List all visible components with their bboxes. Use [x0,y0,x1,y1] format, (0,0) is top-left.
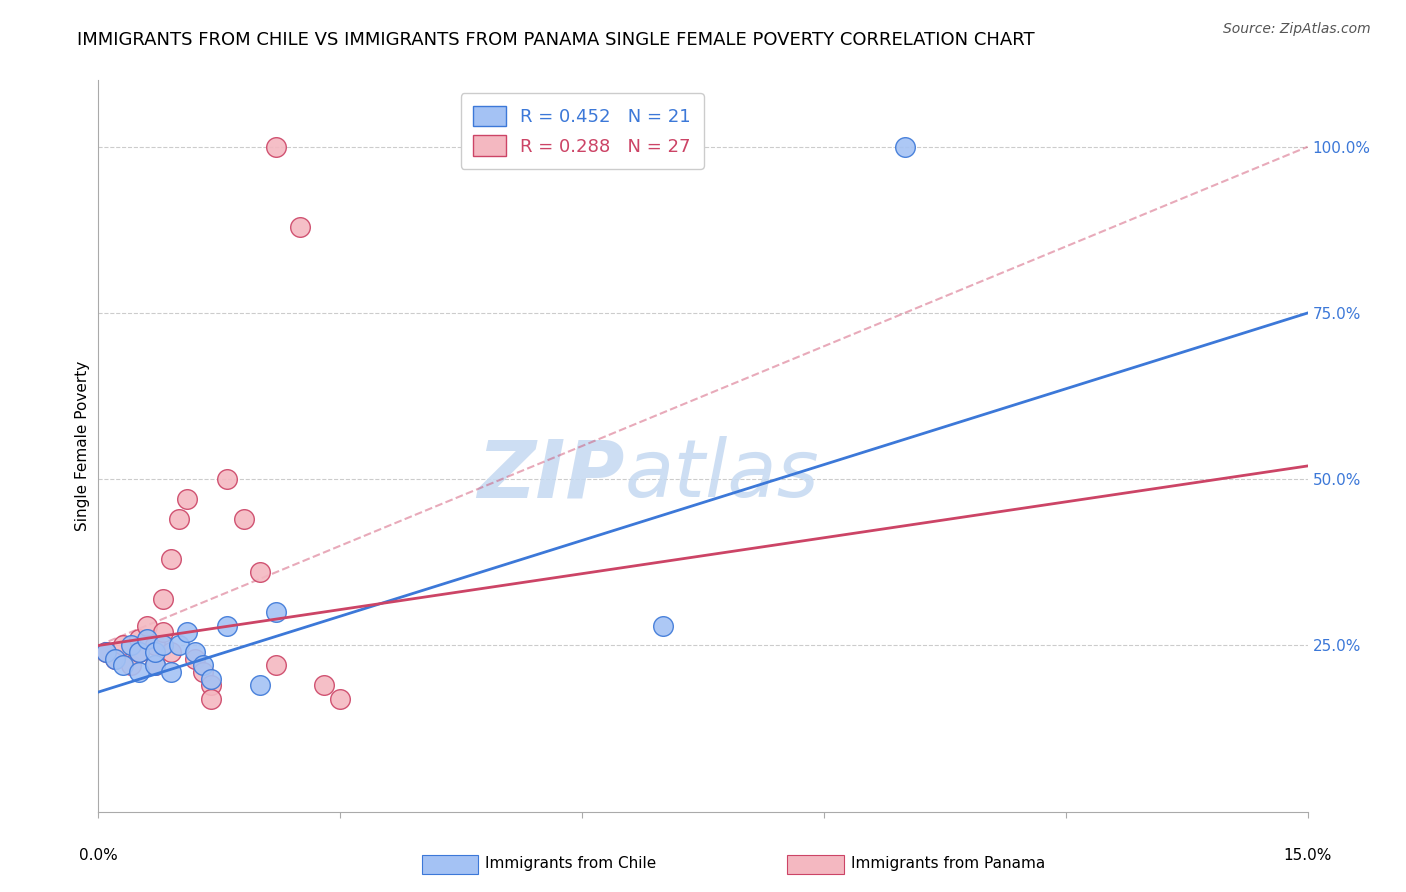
Text: ZIP: ZIP [477,436,624,515]
Point [193,658,215,673]
Point [193,665,215,679]
Point [651,618,673,632]
Point [200,691,222,706]
Point [143,645,166,659]
Point [143,639,166,653]
Point [200,678,222,692]
Point [264,658,287,673]
Text: Immigrants from Panama: Immigrants from Panama [851,856,1045,871]
Point [288,219,311,234]
Point [184,645,207,659]
Point [176,625,198,640]
Text: IMMIGRANTS FROM CHILE VS IMMIGRANTS FROM PANAMA SINGLE FEMALE POVERTY CORRELATIO: IMMIGRANTS FROM CHILE VS IMMIGRANTS FROM… [77,31,1035,49]
Point [329,691,352,706]
Point [152,639,174,653]
Point [111,639,134,653]
Point [200,672,222,686]
Point [128,632,150,646]
Point [176,492,198,507]
Point [111,658,134,673]
Point [167,512,190,526]
Point [96,645,118,659]
Point [143,658,166,673]
Point [120,639,142,653]
Point [120,658,142,673]
Point [217,618,239,632]
Point [152,625,174,640]
Legend: R = 0.452   N = 21, R = 0.288   N = 27: R = 0.452 N = 21, R = 0.288 N = 27 [461,93,703,169]
Text: 15.0%: 15.0% [1284,848,1331,863]
Point [184,652,207,666]
Point [314,678,336,692]
Point [128,645,150,659]
Text: Source: ZipAtlas.com: Source: ZipAtlas.com [1223,22,1371,37]
Text: atlas: atlas [624,436,820,515]
Point [152,591,174,606]
Point [232,512,254,526]
Point [249,678,271,692]
Point [167,639,190,653]
Point [249,566,271,580]
Point [264,605,287,619]
Point [96,645,118,659]
Point [128,645,150,659]
Point [160,645,183,659]
Point [135,618,157,632]
Point [160,552,183,566]
Point [135,632,157,646]
Y-axis label: Single Female Poverty: Single Female Poverty [75,361,90,531]
Point [103,652,125,666]
Point [160,665,183,679]
Text: Immigrants from Chile: Immigrants from Chile [485,856,657,871]
Point [128,665,150,679]
Point [217,472,239,486]
Point [143,658,166,673]
Point [264,140,287,154]
Text: 0.0%: 0.0% [79,848,118,863]
Point [893,140,915,154]
Point [103,652,125,666]
